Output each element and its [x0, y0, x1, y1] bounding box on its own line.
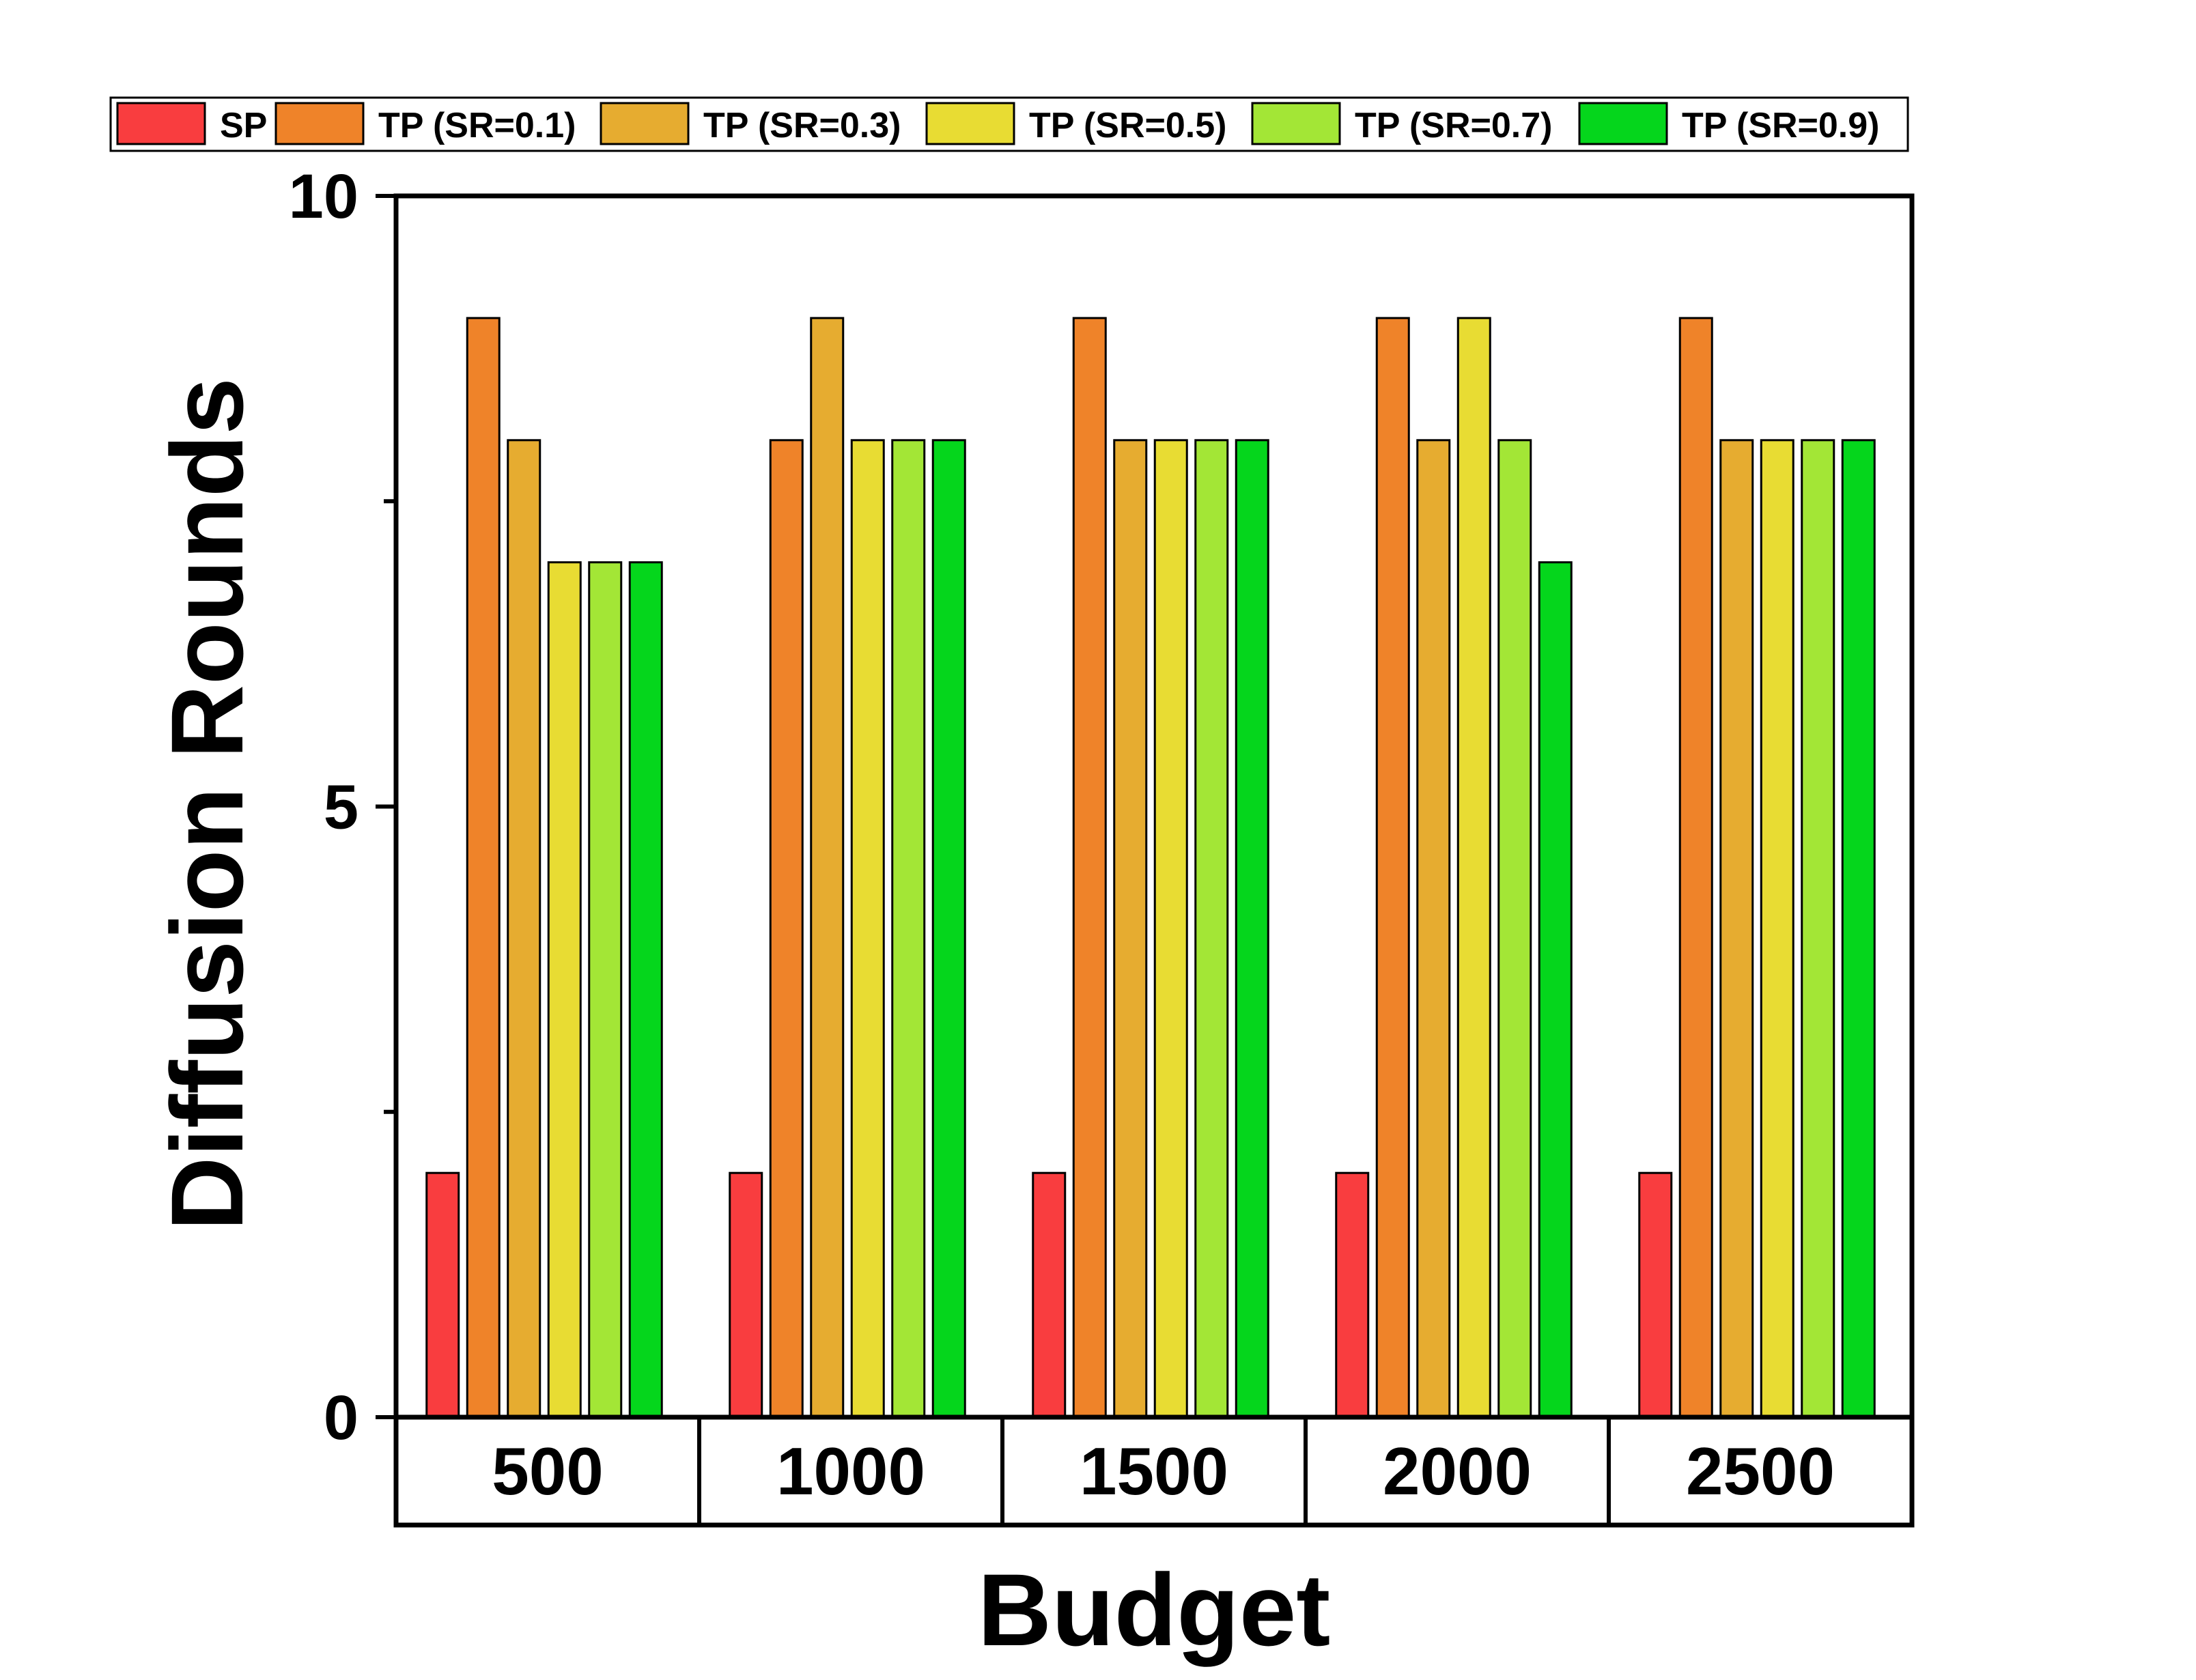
bar-500-series-5 — [628, 561, 663, 1419]
y-axis-title: Diffusion Rounds — [150, 378, 264, 1231]
legend-label-series-0: SP — [220, 106, 267, 145]
bar-500-series-0 — [425, 1171, 460, 1419]
x-category-label: 1500 — [1080, 1434, 1228, 1509]
x-category-label: 2000 — [1383, 1434, 1532, 1509]
bar-1500-series-5 — [1235, 439, 1269, 1419]
x-category-label: 2500 — [1686, 1434, 1835, 1509]
legend-swatch-series-0 — [116, 102, 206, 145]
legend-label-series-3: TP (SR=0.5) — [1029, 106, 1226, 145]
legend-swatch-series-5 — [1578, 102, 1668, 145]
bar-2500-series-2 — [1719, 439, 1754, 1419]
bar-1500-series-1 — [1072, 317, 1107, 1419]
bar-2500-series-0 — [1638, 1171, 1673, 1419]
legend-swatch-series-4 — [1251, 102, 1341, 145]
plot-area: 0 5 10 500 1000 1500 2000 2500 — [289, 162, 1915, 1528]
bar-1000-series-5 — [931, 439, 966, 1419]
bar-2000-series-1 — [1375, 317, 1410, 1419]
bar-1500-series-0 — [1032, 1171, 1067, 1419]
bar-2000-series-4 — [1497, 439, 1532, 1419]
bar-1500-series-3 — [1153, 439, 1188, 1419]
bar-500-series-4 — [588, 561, 623, 1419]
bar-2500-series-3 — [1760, 439, 1794, 1419]
bar-1000-series-4 — [891, 439, 926, 1419]
bar-1000-series-0 — [729, 1171, 763, 1419]
bar-2500-series-5 — [1841, 439, 1876, 1419]
bar-1000-series-2 — [810, 317, 845, 1419]
bar-500-series-2 — [507, 439, 541, 1419]
x-category-label: 1000 — [776, 1434, 925, 1509]
category-box — [393, 1414, 1915, 1528]
legend-label-series-1: TP (SR=0.1) — [378, 106, 576, 145]
legend-label-series-4: TP (SR=0.7) — [1355, 106, 1552, 145]
legend-swatch-series-3 — [925, 102, 1015, 145]
bar-2000-series-2 — [1416, 439, 1451, 1419]
bar-2500-series-1 — [1678, 317, 1713, 1419]
x-category-label: 500 — [492, 1434, 604, 1509]
bar-1000-series-3 — [850, 439, 885, 1419]
bar-2500-series-4 — [1801, 439, 1835, 1419]
legend: SP TP (SR=0.1) TP (SR=0.3) TP (SR=0.5) TP (S… — [109, 96, 1909, 152]
legend-label-series-5: TP (SR=0.9) — [1682, 106, 1879, 145]
bar-1000-series-1 — [769, 439, 804, 1419]
bar-500-series-3 — [547, 561, 582, 1419]
bar-1500-series-4 — [1194, 439, 1229, 1419]
bar-2000-series-0 — [1335, 1171, 1370, 1419]
y-tick-label: 10 — [289, 162, 358, 231]
legend-swatch-series-1 — [274, 102, 365, 145]
y-tick-label: 0 — [324, 1383, 358, 1453]
bar-1500-series-2 — [1113, 439, 1148, 1419]
legend-swatch-series-2 — [600, 102, 690, 145]
bar-2000-series-3 — [1456, 317, 1491, 1419]
y-tick-label: 5 — [324, 773, 358, 842]
bar-500-series-1 — [466, 317, 501, 1419]
x-axis-title: Budget — [978, 1552, 1331, 1667]
legend-label-series-2: TP (SR=0.3) — [703, 106, 901, 145]
bar-2000-series-5 — [1538, 561, 1573, 1419]
